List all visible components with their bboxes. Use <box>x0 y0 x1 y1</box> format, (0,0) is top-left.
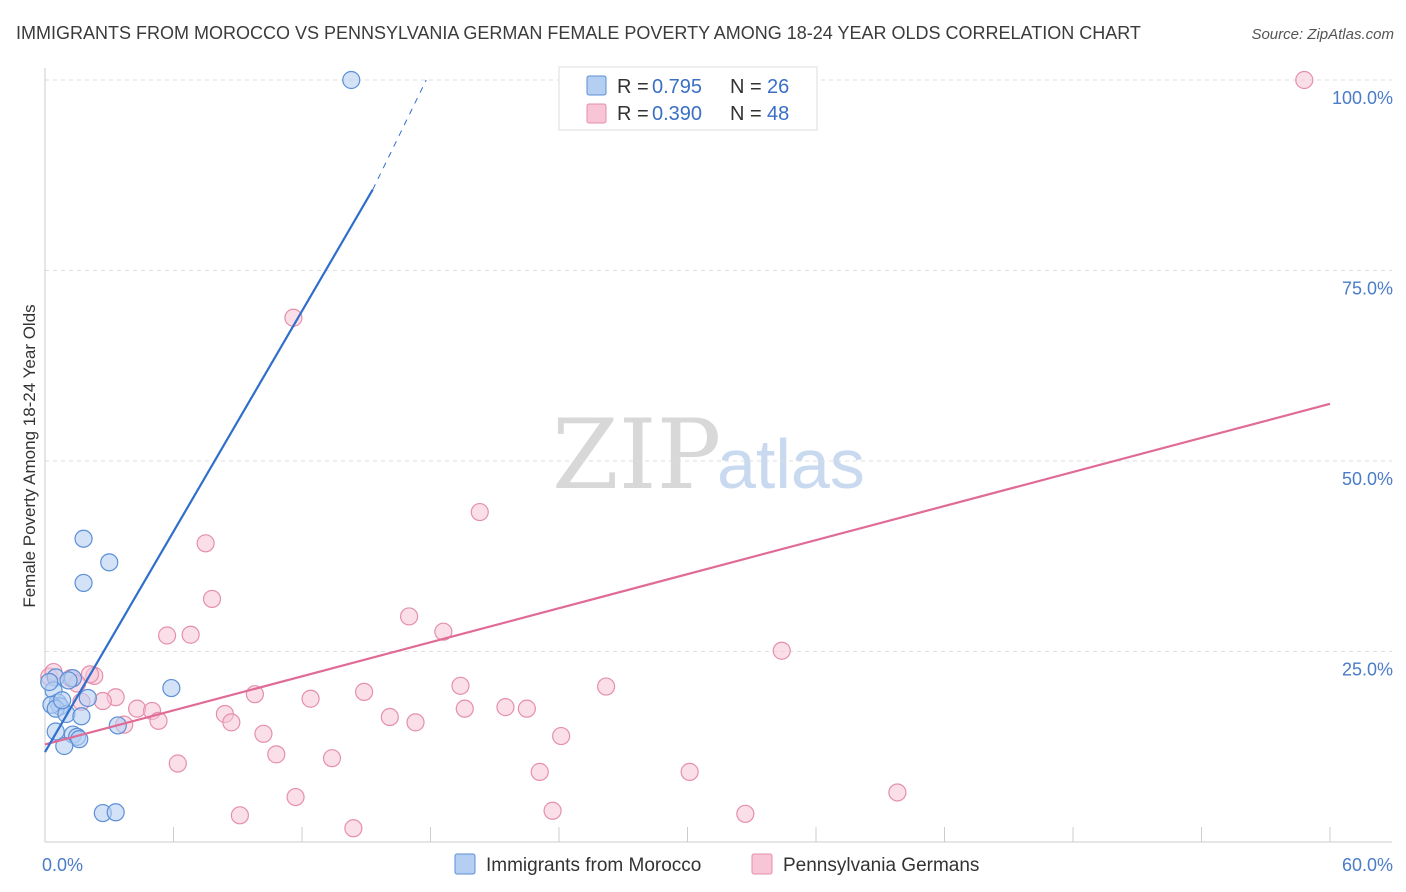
correlation-legend: R = 0.795 N = 26 R = 0.390 N = 48 <box>558 66 818 131</box>
axes <box>44 68 1392 843</box>
data-point <box>888 783 907 802</box>
bottom-legend-label-blue: Immigrants from Morocco <box>486 855 701 876</box>
data-point <box>772 641 791 660</box>
data-point <box>168 754 187 773</box>
data-point <box>451 676 470 695</box>
data-point <box>127 699 147 718</box>
data-point <box>222 713 241 732</box>
x-tick-label: 60.0% <box>1342 855 1393 875</box>
x-tick-labels: 0.0% 60.0% <box>42 855 1393 875</box>
data-point <box>736 804 755 823</box>
data-point <box>157 626 177 645</box>
data-point <box>74 573 93 593</box>
data-point <box>93 691 112 711</box>
series-legend: Immigrants from Morocco Pennsylvania Ger… <box>454 853 979 876</box>
data-point <box>530 762 549 781</box>
data-point <box>301 689 320 708</box>
data-point <box>380 707 399 727</box>
bottom-legend-swatch-pink <box>751 853 773 875</box>
watermark-atlas: atlas <box>717 425 865 503</box>
data-point <box>267 745 286 764</box>
data-point <box>286 787 305 807</box>
data-point <box>552 726 571 746</box>
legend-n-value-pink: 48 <box>767 103 789 125</box>
y-axis-label: Female Poverty Among 18-24 Year Olds <box>20 304 39 607</box>
series-immigrants-from-morocco <box>40 70 361 823</box>
data-point <box>202 589 222 609</box>
data-point <box>517 699 536 718</box>
data-point <box>680 762 699 781</box>
y-tick-label: 25.0% <box>1342 660 1393 680</box>
legend-r-value-pink: 0.390 <box>652 103 702 125</box>
legend-n-label-blue: N = <box>730 76 762 98</box>
legend-r-label-blue: R = <box>617 76 649 98</box>
bottom-legend-swatch-blue <box>454 853 476 875</box>
data-point <box>181 625 200 644</box>
data-point <box>55 736 74 756</box>
chart-title: IMMIGRANTS FROM MOROCCO VS PENNSYLVANIA … <box>16 23 1141 43</box>
chart-source: Source: ZipAtlas.com <box>1251 26 1394 43</box>
data-point <box>496 698 515 717</box>
data-point <box>74 529 93 548</box>
y-tick-label: 50.0% <box>1342 469 1393 489</box>
legend-r-value-blue: 0.795 <box>652 76 702 98</box>
bottom-legend-label-pink: Pennsylvania Germans <box>783 855 979 876</box>
trendline-pennsylvania-germans <box>44 402 1331 746</box>
data-point <box>322 749 342 768</box>
x-tick-label: 0.0% <box>42 855 83 875</box>
data-point <box>106 803 125 822</box>
data-point <box>344 819 363 838</box>
data-point <box>543 801 562 820</box>
legend-n-value-blue: 26 <box>767 76 789 98</box>
data-point <box>78 688 97 708</box>
legend-n-label-pink: N = <box>730 103 762 125</box>
data-point <box>342 70 361 90</box>
data-point <box>434 622 453 641</box>
data-point <box>53 691 72 710</box>
trendline-extension-immigrants-from-morocco <box>372 79 427 190</box>
data-point <box>196 534 215 553</box>
legend-swatch-pink <box>586 103 607 124</box>
data-point <box>40 672 59 692</box>
data-point <box>59 671 78 690</box>
data-point <box>455 699 474 718</box>
legend-r-label-pink: R = <box>617 103 649 125</box>
trendline-immigrants-from-morocco <box>44 189 374 753</box>
trendlines <box>44 79 1331 753</box>
data-point <box>355 682 374 701</box>
y-tick-label: 75.0% <box>1342 279 1393 299</box>
data-point <box>406 713 425 732</box>
data-point <box>162 678 181 698</box>
data-point <box>72 707 91 726</box>
data-point <box>470 502 489 522</box>
data-point <box>100 553 119 572</box>
watermark-zip: ZIP <box>552 399 721 511</box>
data-point <box>399 607 419 626</box>
data-point <box>597 677 616 696</box>
watermark: ZIP atlas <box>552 399 865 511</box>
legend-swatch-blue <box>586 75 607 96</box>
data-point <box>254 724 273 743</box>
y-tick-label: 100.0% <box>1332 88 1393 108</box>
data-point <box>1295 70 1314 90</box>
data-point <box>230 806 249 825</box>
y-tick-labels: 25.0% 50.0% 75.0% 100.0% <box>1332 88 1393 680</box>
